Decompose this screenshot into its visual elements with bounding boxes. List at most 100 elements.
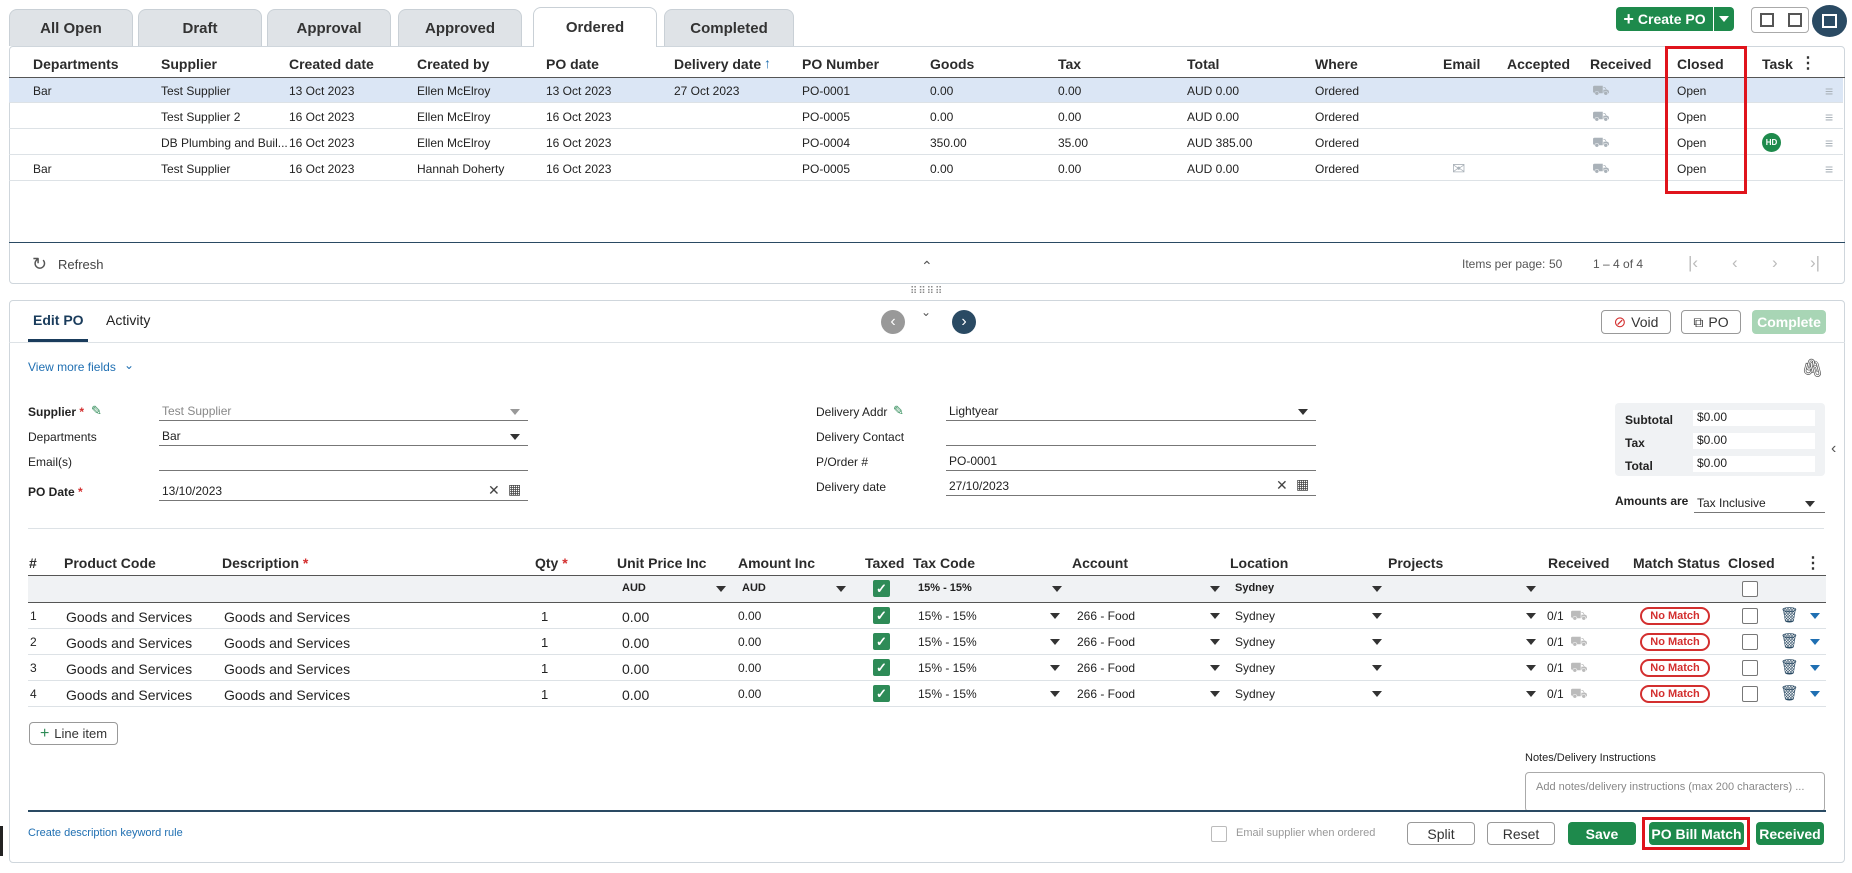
- create-po-button[interactable]: + Create PO: [1616, 7, 1713, 31]
- tab-approved[interactable]: Approved: [398, 9, 522, 46]
- trash-icon[interactable]: 🗑: [1780, 659, 1800, 676]
- single-layout-icon[interactable]: [1788, 13, 1802, 27]
- void-button[interactable]: ⊘ Void: [1601, 310, 1671, 334]
- closed-checkbox[interactable]: [1742, 686, 1758, 702]
- unit-price-input[interactable]: 0.00: [622, 635, 650, 651]
- more-vertical-icon[interactable]: ⋮: [1800, 55, 1816, 72]
- qty-input[interactable]: 1: [541, 635, 549, 650]
- tax-code-select[interactable]: 15% - 15%: [918, 661, 977, 675]
- closed-default-checkbox[interactable]: [1742, 581, 1758, 597]
- qty-input[interactable]: 1: [541, 687, 549, 702]
- taxed-checkbox[interactable]: ✓: [873, 685, 890, 702]
- truck-icon[interactable]: ⛟: [1592, 134, 1610, 150]
- col-departments-header[interactable]: Departments: [33, 56, 119, 72]
- notes-textarea[interactable]: Add notes/delivery instructions (max 200…: [1525, 772, 1825, 812]
- table-row[interactable]: [9, 156, 1843, 181]
- col-created-date-header[interactable]: Created date: [289, 56, 374, 72]
- paperclip-icon[interactable]: 🖇: [1801, 358, 1824, 378]
- split-button[interactable]: Split: [1407, 822, 1475, 845]
- last-page-icon[interactable]: ›|: [1810, 253, 1821, 272]
- description-cell[interactable]: Goods and Services: [224, 661, 351, 677]
- col-supplier-header[interactable]: Supplier: [161, 56, 218, 72]
- create-keyword-rule-link[interactable]: Create description keyword rule: [28, 827, 183, 839]
- page-size-select[interactable]: 50: [1549, 257, 1563, 271]
- col-tax-header[interactable]: Tax: [1058, 56, 1082, 72]
- qty-input[interactable]: 1: [541, 609, 549, 624]
- account-select[interactable]: 266 - Food: [1077, 635, 1136, 649]
- po-bill-match-button[interactable]: PO Bill Match: [1649, 822, 1744, 845]
- col-received-header[interactable]: Received: [1590, 56, 1652, 72]
- col-goods-header[interactable]: Goods: [930, 56, 975, 72]
- taxed-checkbox[interactable]: ✓: [873, 659, 890, 676]
- tax-code-select[interactable]: 15% - 15%: [918, 635, 977, 649]
- closed-checkbox[interactable]: [1742, 634, 1758, 650]
- table-row[interactable]: [9, 78, 1843, 103]
- mail-add-icon[interactable]: ✉: [1452, 161, 1466, 178]
- tax-code-select[interactable]: 15% - 15%: [918, 687, 977, 701]
- more-vertical-icon[interactable]: ⋮: [1805, 555, 1821, 572]
- complete-button[interactable]: Complete: [1752, 310, 1826, 334]
- first-page-icon[interactable]: |‹: [1688, 253, 1699, 272]
- add-line-item-button[interactable]: + Line item: [29, 722, 118, 745]
- drag-handle-icon[interactable]: ≡: [1825, 83, 1834, 99]
- emails-input[interactable]: [159, 451, 528, 471]
- taxed-checkbox[interactable]: ✓: [873, 607, 890, 624]
- calendar-icon[interactable]: ▦: [1296, 476, 1310, 492]
- trash-icon[interactable]: 🗑: [1780, 633, 1800, 650]
- delivery-date-input[interactable]: 27/10/2023: [946, 476, 1316, 496]
- drag-handle-icon[interactable]: ≡: [1825, 161, 1834, 177]
- col-where-header[interactable]: Where: [1315, 56, 1358, 72]
- truck-icon[interactable]: ⛟: [1592, 82, 1610, 98]
- unit-price-input[interactable]: 0.00: [622, 609, 650, 625]
- unit-currency-select[interactable]: AUD: [622, 582, 646, 594]
- product-code-cell[interactable]: Goods and Services: [66, 687, 193, 703]
- account-select[interactable]: 266 - Food: [1077, 609, 1136, 623]
- location-select[interactable]: Sydney: [1235, 661, 1276, 675]
- tab-edit-po[interactable]: Edit PO: [33, 312, 84, 328]
- col-created-by-header[interactable]: Created by: [417, 56, 490, 72]
- trash-icon[interactable]: 🗑: [1780, 685, 1800, 702]
- expand-row-icon[interactable]: [1810, 665, 1820, 671]
- email-supplier-checkbox[interactable]: [1211, 826, 1227, 842]
- tax-code-select[interactable]: 15% - 15%: [918, 609, 977, 623]
- product-code-cell[interactable]: Goods and Services: [66, 609, 193, 625]
- porder-input[interactable]: PO-0001: [946, 451, 1316, 471]
- collapse-down-icon[interactable]: ⌄: [921, 305, 932, 319]
- reset-button[interactable]: Reset: [1487, 822, 1555, 845]
- col-email-header[interactable]: Email: [1443, 56, 1481, 72]
- location-select[interactable]: Sydney: [1235, 609, 1276, 623]
- amount-currency-select[interactable]: AUD: [742, 582, 766, 594]
- col-delivery-date-header[interactable]: Delivery date: [674, 56, 762, 72]
- tab-all-open[interactable]: All Open: [9, 9, 133, 46]
- expand-row-icon[interactable]: [1810, 639, 1820, 645]
- clear-icon[interactable]: ✕: [1276, 477, 1288, 493]
- drag-handle-icon[interactable]: ≡: [1825, 135, 1834, 151]
- received-button[interactable]: Received: [1756, 822, 1824, 845]
- tab-ordered[interactable]: Ordered: [533, 7, 657, 47]
- po-date-input[interactable]: 13/10/2023: [159, 481, 528, 501]
- product-code-cell[interactable]: Goods and Services: [66, 635, 193, 651]
- default-location-select[interactable]: Sydney: [1235, 582, 1275, 594]
- refresh-label[interactable]: Refresh: [58, 257, 104, 272]
- avatar[interactable]: HD: [1762, 133, 1781, 152]
- col-closed-header[interactable]: Closed: [1677, 56, 1724, 72]
- truck-icon[interactable]: ⛟: [1592, 108, 1610, 124]
- delivery-addr-select[interactable]: Lightyear: [946, 401, 1316, 421]
- drag-handle-icon[interactable]: ≡: [1825, 109, 1834, 125]
- split-layout-icon[interactable]: [1760, 13, 1774, 27]
- edit-pencil-icon[interactable]: ✎: [893, 403, 904, 418]
- col-accepted-header[interactable]: Accepted: [1507, 56, 1571, 72]
- tab-activity[interactable]: Activity: [106, 312, 151, 328]
- expand-row-icon[interactable]: [1810, 691, 1820, 697]
- po-pdf-button[interactable]: ⧉ PO: [1681, 310, 1741, 334]
- prev-page-icon[interactable]: ‹: [1732, 253, 1738, 272]
- save-button[interactable]: Save: [1568, 822, 1636, 845]
- location-select[interactable]: Sydney: [1235, 635, 1276, 649]
- col-po-date-header[interactable]: PO date: [546, 56, 599, 72]
- side-panel-button[interactable]: [1812, 5, 1847, 37]
- edit-pencil-icon[interactable]: ✎: [91, 403, 102, 418]
- table-row[interactable]: [9, 130, 1843, 155]
- closed-checkbox[interactable]: [1742, 608, 1758, 624]
- clear-icon[interactable]: ✕: [488, 482, 500, 498]
- create-po-dropdown[interactable]: [1714, 7, 1734, 31]
